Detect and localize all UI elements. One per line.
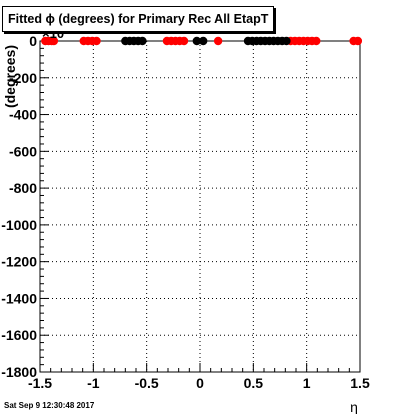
data-point <box>312 36 321 46</box>
y-tick-label: -200 <box>9 70 37 86</box>
y-tick-label: -1000 <box>1 217 37 233</box>
x-axis-label: η <box>350 399 358 414</box>
y-axis-label: (degrees) <box>2 45 18 108</box>
chart-title: Fitted ϕ (degrees) for Primary Rec All E… <box>2 6 275 32</box>
data-point <box>213 36 223 46</box>
y-tick-label: -400 <box>9 107 37 123</box>
x-tick-label: -0.5 <box>135 375 159 391</box>
y-tick-label: -1400 <box>1 290 37 306</box>
x-tick-label: -1 <box>87 375 100 391</box>
data-point <box>92 36 101 46</box>
x-tick-label: 1 <box>303 375 311 391</box>
data-points <box>41 36 363 46</box>
data-point <box>282 36 291 46</box>
grid-lines <box>40 41 360 372</box>
x-tick-label: 1.5 <box>350 375 370 391</box>
data-point <box>49 36 59 46</box>
y-tick-label: -1600 <box>1 327 37 343</box>
y-tick-label: -800 <box>9 180 37 196</box>
data-point <box>199 36 208 46</box>
y-tick-label: 0 <box>29 33 37 49</box>
data-point <box>353 36 363 46</box>
y-tick-label: -1200 <box>1 254 37 270</box>
data-point <box>138 36 147 46</box>
axis-ticks: -1.5 -1 -0.5 0 0.5 1 1.5 0 -200 -400 -600 -800 -1000… <box>1 33 370 391</box>
x-tick-label: 0 <box>196 375 204 391</box>
footer-timestamp: Sat Sep 9 12:30:48 2017 <box>4 401 95 410</box>
y-tick-label: -1800 <box>1 364 37 380</box>
x-tick-label: 0.5 <box>244 375 264 391</box>
y-tick-label: -600 <box>9 143 37 159</box>
data-point <box>179 36 189 46</box>
plot-frame <box>39 40 361 373</box>
x-tick-label: -1.5 <box>28 375 52 391</box>
data-point <box>192 36 201 46</box>
